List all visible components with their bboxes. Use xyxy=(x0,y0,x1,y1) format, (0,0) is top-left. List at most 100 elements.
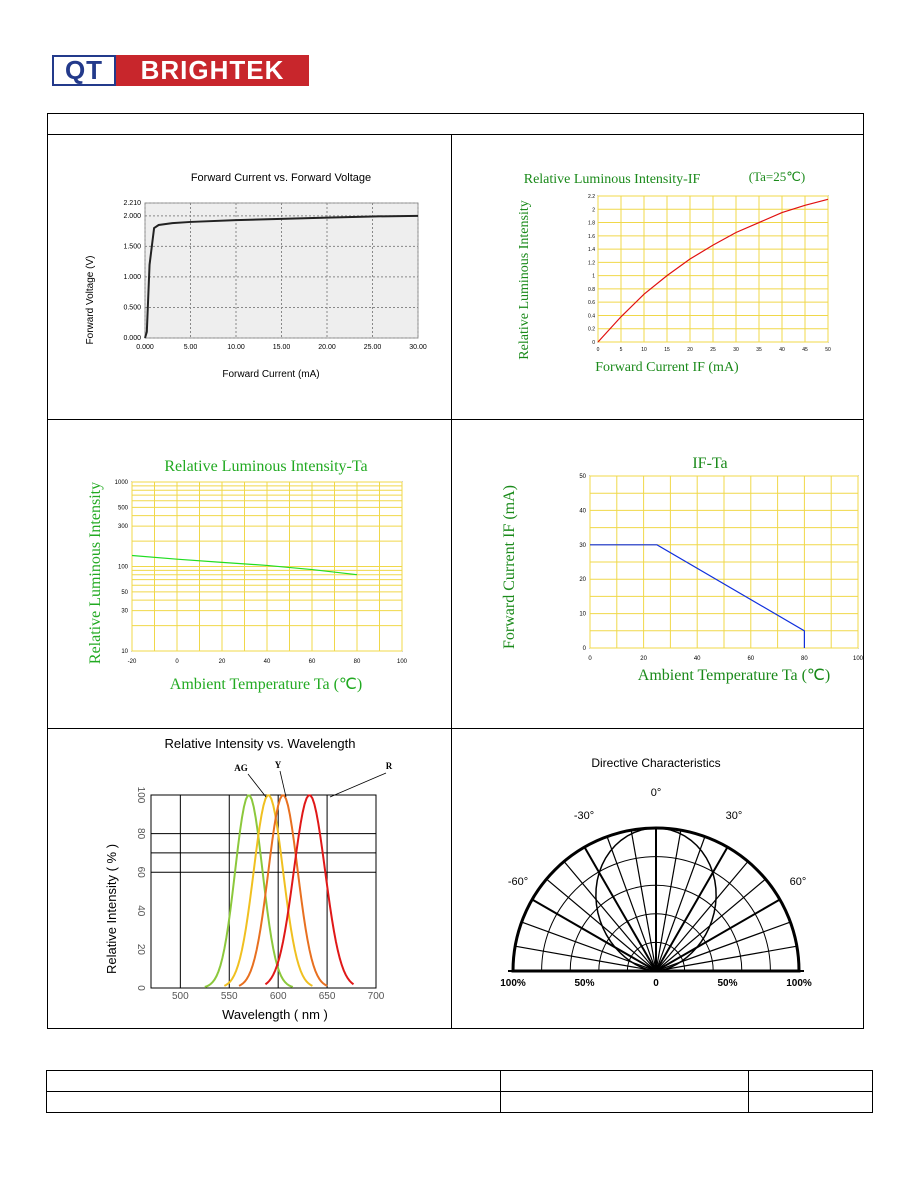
chart-intensity-ta: Relative Luminous Intensity-Ta Ambient T… xyxy=(48,420,451,728)
polar-spoke xyxy=(563,861,657,972)
label-leader xyxy=(247,773,267,798)
y-axis-label: Relative Luminous Intensity xyxy=(87,482,104,664)
chart-wavelength: Relative Intensity vs. Wavelength Wavele… xyxy=(48,729,451,1029)
tick-label: 2.210 xyxy=(123,200,141,207)
tick-label: 10 xyxy=(121,649,128,655)
spectrum-curve xyxy=(264,794,355,986)
tick-label: 20.00 xyxy=(318,344,336,351)
tick-label: 0 xyxy=(597,347,600,353)
x-axis-label: Wavelength ( nm ) xyxy=(222,1007,328,1022)
tick-label: 40 xyxy=(264,659,271,665)
tick-label: 80 xyxy=(354,659,361,665)
plot-area xyxy=(150,794,377,989)
tick-label: 50 xyxy=(825,347,831,353)
tick-label: 1.2 xyxy=(588,260,595,266)
spectrum-curve xyxy=(238,794,328,987)
series-label: AG xyxy=(234,763,248,773)
divider xyxy=(48,728,863,729)
tick-label: 5.00 xyxy=(184,344,198,351)
polar-spoke xyxy=(655,861,749,972)
divider xyxy=(451,134,452,1029)
chart-forward-voltage: Forward Current vs. Forward Voltage Forw… xyxy=(48,135,451,419)
tick-label: 60 xyxy=(747,656,754,662)
tick-label: 0.000 xyxy=(136,344,154,351)
tick-label: 30 xyxy=(121,609,128,615)
polar-spoke xyxy=(655,830,682,972)
angle-label: 60° xyxy=(790,876,807,888)
x-axis-label: Ambient Temperature Ta (℃) xyxy=(638,667,830,684)
tick-label: 0 xyxy=(175,659,179,665)
tick-label: 1.6 xyxy=(588,234,595,240)
label-leader xyxy=(279,770,287,798)
scale-label: 50% xyxy=(717,978,737,989)
tick-label: 25.00 xyxy=(364,344,382,351)
data-line xyxy=(144,214,419,339)
tick-label: 100 xyxy=(118,565,129,571)
chart-title: Relative Luminous Intensity-IF xyxy=(524,172,701,187)
tick-label: 0.8 xyxy=(588,287,595,293)
tick-label: 100 xyxy=(853,656,864,662)
divider xyxy=(48,419,863,420)
charts-frame: Forward Current vs. Forward Voltage Forw… xyxy=(47,113,864,1029)
tick-label: 1000 xyxy=(115,480,129,486)
tick-label: 35 xyxy=(756,347,762,353)
tick-label: 0 xyxy=(592,340,595,346)
tick-label: 0.4 xyxy=(588,313,595,319)
polar-spoke xyxy=(655,945,797,972)
tick-label: 10 xyxy=(641,347,647,353)
polar-spoke xyxy=(655,836,706,972)
radiation-pattern xyxy=(595,827,717,972)
tick-label: 40 xyxy=(779,347,785,353)
series-label: Y xyxy=(275,760,282,770)
tick-label: 100 xyxy=(397,659,408,665)
tick-label: 600 xyxy=(270,991,287,1002)
tick-label: 40 xyxy=(694,656,701,662)
y-axis-label: Relative Intensity ( % ) xyxy=(104,844,119,974)
y-axis-label: Forward Voltage (V) xyxy=(85,256,96,345)
tick-label: 20 xyxy=(579,577,586,583)
tick-label: 80 xyxy=(801,656,808,662)
polar-spoke xyxy=(531,898,657,972)
tick-label: 0 xyxy=(135,985,146,991)
spectrum-curve xyxy=(204,794,294,988)
tick-label: 1.8 xyxy=(588,221,595,227)
polar-spoke xyxy=(655,898,781,972)
tick-label: -20 xyxy=(128,659,137,665)
chart-title: Relative Luminous Intensity-Ta xyxy=(164,458,367,475)
logo-brand: BRIGHTEK xyxy=(116,55,309,86)
tick-label: 500 xyxy=(172,991,189,1002)
table-column-divider xyxy=(500,1071,501,1112)
chart-if-ta: IF-Ta Ambient Temperature Ta (℃) Forward… xyxy=(452,420,864,728)
tick-label: 20 xyxy=(219,659,226,665)
data-line xyxy=(590,544,805,648)
series-label: R xyxy=(386,761,393,771)
table-row-divider xyxy=(47,1091,872,1092)
scale-label: 100% xyxy=(786,978,812,989)
tick-label: 45 xyxy=(802,347,808,353)
tick-label: 30 xyxy=(733,347,739,353)
tick-label: 20 xyxy=(640,656,647,662)
scale-label: 0 xyxy=(653,978,659,989)
tick-label: 0.6 xyxy=(588,300,595,306)
tick-label: 50 xyxy=(121,590,128,596)
tick-label: 15.00 xyxy=(273,344,291,351)
data-line xyxy=(131,554,358,576)
spectrum-curve xyxy=(223,794,313,987)
polar-spoke xyxy=(630,830,657,972)
tick-label: 2.000 xyxy=(123,213,141,220)
tick-label: 40 xyxy=(579,508,586,514)
tick-label: 60 xyxy=(135,867,146,879)
tick-label: 700 xyxy=(368,991,385,1002)
x-axis-label: Ambient Temperature Ta (℃) xyxy=(170,676,362,693)
footer-table xyxy=(46,1070,873,1113)
tick-label: 80 xyxy=(135,828,146,840)
company-logo: QT BRIGHTEK xyxy=(52,55,309,86)
y-axis-label: Forward Current IF (mA) xyxy=(501,485,518,649)
tick-label: 20 xyxy=(135,944,146,956)
tick-label: 30.00 xyxy=(409,344,427,351)
chart-intensity-if: Relative Luminous Intensity-IF (Ta=25℃) … xyxy=(452,135,864,419)
angle-label: 0° xyxy=(651,787,662,799)
tick-label: 1 xyxy=(592,274,595,280)
y-axis-label: Relative Luminous Intensity xyxy=(517,200,532,359)
tick-label: 1.500 xyxy=(123,243,141,250)
